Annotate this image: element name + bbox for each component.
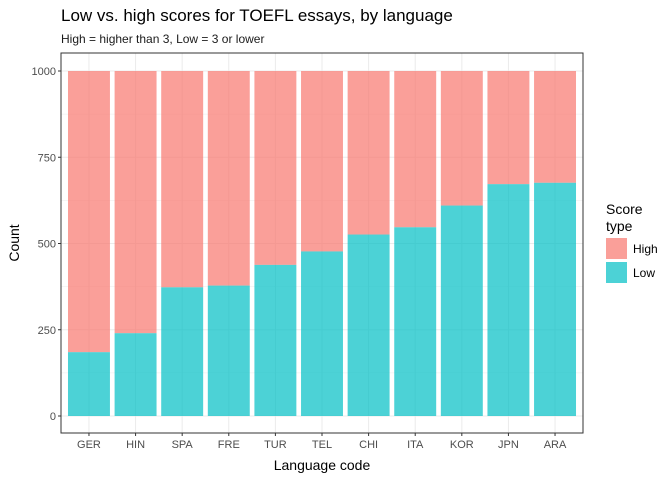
bar-high-fre <box>207 71 250 286</box>
x-axis-title: Language code <box>274 457 371 473</box>
legend-title: Score type <box>606 201 643 234</box>
chart-title: Low vs. high scores for TOEFL essays, by… <box>61 6 453 25</box>
bar-low-spa <box>161 287 204 416</box>
bar-high-tel <box>301 71 343 252</box>
bar-low-hin <box>114 333 157 416</box>
x-axis: GER HIN SPA FRE TUR TEL CHI ITA KOR JPN ARA <box>77 433 567 451</box>
bar-low-ara <box>534 182 577 416</box>
y-tick-label: 0 <box>50 411 56 423</box>
bar-low-ger <box>67 352 110 416</box>
x-tick-label: KOR <box>450 439 474 451</box>
bar-low-tel <box>301 251 343 416</box>
bar-high-ita <box>394 71 437 228</box>
x-tick-label: TUR <box>264 439 287 451</box>
bar-high-spa <box>161 71 204 288</box>
y-axis-title: Count <box>6 224 22 261</box>
y-tick-label: 500 <box>38 239 56 251</box>
legend-key-high <box>606 238 627 259</box>
chart-subtitle: High = higher than 3, Low = 3 or lower <box>61 32 265 46</box>
x-tick-label: HIN <box>126 439 145 451</box>
bars-group <box>67 71 577 416</box>
y-tick-label: 750 <box>38 152 56 164</box>
x-tick-label: ITA <box>407 439 424 451</box>
bar-high-chi <box>347 71 390 235</box>
legend-key-low <box>606 262 627 283</box>
x-tick-label: SPA <box>172 439 194 451</box>
y-tick-label: 1000 <box>32 66 56 78</box>
bar-low-chi <box>347 234 390 416</box>
legend-label-high: High <box>633 241 658 256</box>
bar-high-jpn <box>487 71 530 185</box>
bar-high-ara <box>534 71 577 183</box>
bar-low-ita <box>394 227 437 416</box>
bar-low-jpn <box>487 184 530 416</box>
bar-low-kor <box>440 205 483 416</box>
legend-item-high: High <box>606 238 658 259</box>
x-tick-label: TEL <box>312 439 332 451</box>
legend-item-low: Low <box>606 262 655 283</box>
y-tick-label: 250 <box>38 325 56 337</box>
x-tick-label: FRE <box>218 439 240 451</box>
bar-high-tur <box>254 71 297 265</box>
bar-high-kor <box>440 71 483 206</box>
x-tick-label: JPN <box>498 439 519 451</box>
x-tick-label: CHI <box>359 439 378 451</box>
x-tick-label: GER <box>77 439 101 451</box>
bar-high-hin <box>114 71 157 334</box>
x-tick-label: ARA <box>544 439 567 451</box>
y-axis: 0 250 500 750 1000 <box>32 66 61 423</box>
bar-low-tur <box>254 264 297 416</box>
bar-low-fre <box>207 285 250 416</box>
legend-label-low: Low <box>633 265 656 280</box>
bar-high-ger <box>67 71 110 353</box>
